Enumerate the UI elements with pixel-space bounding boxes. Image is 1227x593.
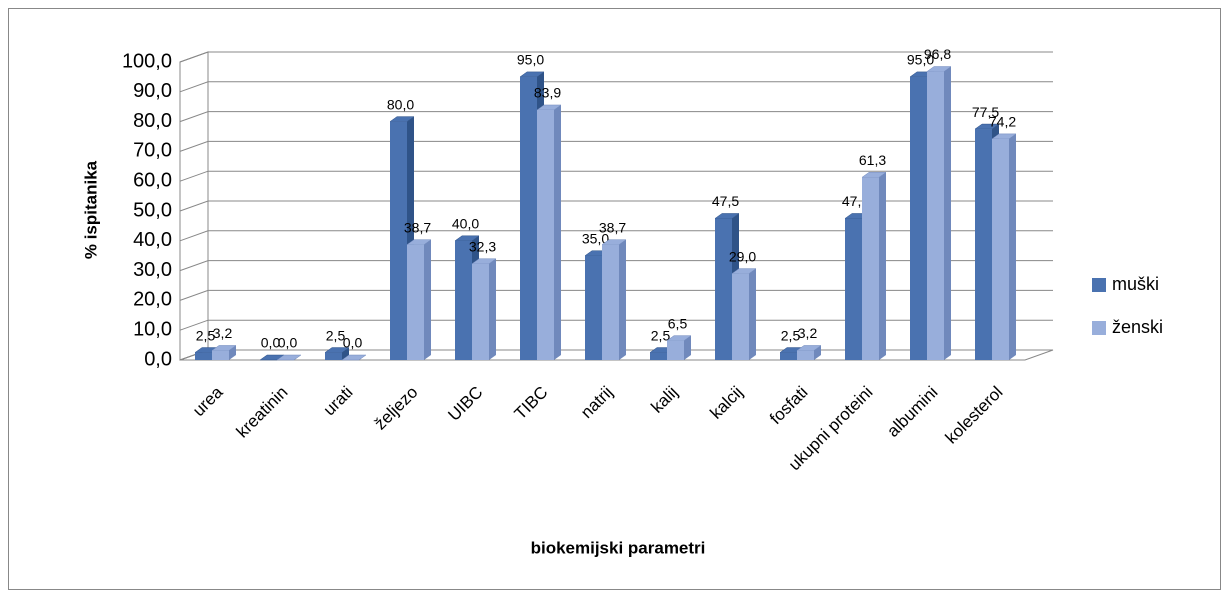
value-label: 83,9 (534, 85, 561, 101)
value-label: 2,5 (781, 327, 801, 343)
value-label: 77,5 (972, 104, 999, 120)
bar (667, 340, 684, 360)
value-label: 74,2 (989, 114, 1016, 130)
bar-side (749, 268, 756, 360)
bar (407, 244, 424, 360)
bar (537, 109, 554, 360)
value-label: 6,5 (668, 315, 688, 331)
value-label: 32,3 (469, 238, 496, 254)
y-axis-title: % ispitanika (81, 160, 100, 259)
bar-side (554, 104, 561, 360)
value-label: 2,5 (196, 327, 216, 343)
y-tick-label: 10,0 (133, 318, 172, 340)
grid-line (179, 230, 1053, 242)
value-label: 2,5 (326, 327, 346, 343)
value-label: 80,0 (387, 96, 414, 112)
grid-line (179, 200, 1053, 212)
grid-line (179, 81, 1053, 93)
value-label: 0,0 (278, 335, 298, 351)
y-tick-label: 40,0 (133, 229, 172, 251)
value-label: 2,5 (651, 327, 671, 343)
grid-line (179, 289, 1053, 301)
legend-swatch (1092, 321, 1106, 335)
value-label: 95,0 (517, 52, 544, 68)
grid-line (179, 319, 1053, 331)
bar (585, 255, 602, 360)
bar-side (814, 345, 821, 360)
bar (975, 129, 992, 360)
bar (390, 121, 407, 360)
bar (910, 76, 927, 361)
value-label: 35,0 (582, 230, 609, 246)
bar (927, 71, 944, 360)
bar-side (342, 347, 349, 360)
bar (455, 240, 472, 360)
grid-line (179, 111, 1053, 123)
y-tick-label: 60,0 (133, 169, 172, 191)
bar (520, 76, 537, 361)
bar-side (619, 239, 626, 360)
value-label: 96,8 (924, 46, 951, 62)
grid-line (179, 51, 1053, 63)
legend-label: ženski (1112, 317, 1163, 337)
y-tick-label: 90,0 (133, 80, 172, 102)
bar (732, 273, 749, 360)
bar-side (1009, 133, 1016, 360)
bar-top (341, 354, 367, 361)
value-label: 47,5 (712, 193, 739, 209)
bar (472, 263, 489, 360)
value-label: 3,2 (798, 325, 818, 341)
value-label: 95,0 (907, 52, 934, 68)
value-label: 0,0 (343, 335, 363, 351)
x-axis-title: biokemijski parametri (531, 538, 706, 557)
bar-side (944, 66, 951, 360)
bar (862, 177, 879, 360)
bar (325, 352, 342, 360)
grid-line (179, 260, 1053, 272)
value-label: 40,0 (452, 216, 479, 232)
y-tick-label: 70,0 (133, 140, 172, 162)
bar (212, 350, 229, 360)
value-label: 38,7 (599, 219, 626, 235)
bar-side (879, 172, 886, 360)
value-label: 61,3 (859, 152, 886, 168)
legend-label: muški (1112, 274, 1159, 294)
bar (650, 352, 667, 360)
y-tick-label: 0,0 (144, 348, 172, 370)
legend-swatch (1092, 278, 1106, 292)
value-label: 3,2 (213, 325, 233, 341)
y-tick-label: 30,0 (133, 259, 172, 281)
bar (845, 218, 862, 360)
bar-side (229, 345, 236, 360)
bar-side (489, 258, 496, 360)
value-label: 38,7 (404, 219, 431, 235)
value-label: 0,0 (261, 335, 281, 351)
bar-side (684, 335, 691, 360)
bar (992, 138, 1009, 360)
bar-top (276, 354, 302, 361)
bar (602, 244, 619, 360)
y-tick-label: 100,0 (122, 50, 172, 72)
grid-line (179, 140, 1053, 152)
bar-side (424, 239, 431, 360)
bar (780, 352, 797, 360)
y-tick-label: 80,0 (133, 110, 172, 132)
y-tick-label: 50,0 (133, 199, 172, 221)
bar (195, 352, 212, 360)
grid-line (179, 170, 1053, 182)
y-tick-label: 20,0 (133, 289, 172, 311)
bar (797, 350, 814, 360)
value-label: 29,0 (729, 248, 756, 264)
bar (715, 218, 732, 360)
